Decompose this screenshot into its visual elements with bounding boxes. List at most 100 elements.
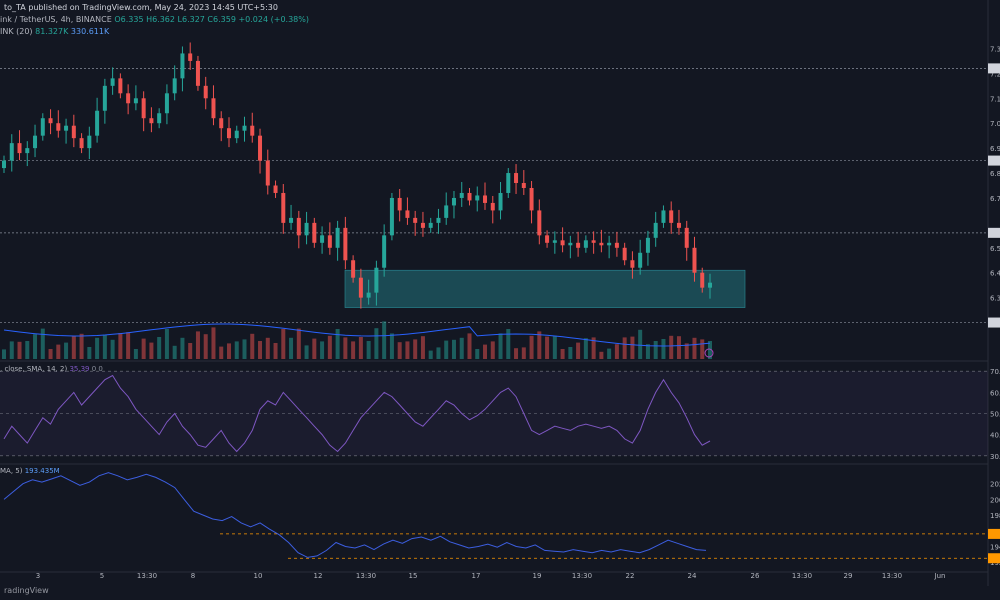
candle-body xyxy=(382,235,387,268)
candle-body xyxy=(95,110,100,136)
candle-body xyxy=(692,247,697,273)
price-tick-label: 7.1 xyxy=(990,95,1000,103)
volume-bar xyxy=(545,336,550,359)
obv-legend[interactable]: MA, 5) 193.435M xyxy=(0,467,60,475)
volume-bar xyxy=(413,339,418,359)
candle-body xyxy=(273,185,278,193)
volume-bar xyxy=(126,332,131,359)
rsi-tick-label: 70.0 xyxy=(990,368,1000,376)
obv-value: 193.435M xyxy=(24,467,60,475)
candle-body xyxy=(157,113,162,124)
candle-body xyxy=(607,242,612,246)
candle-body xyxy=(289,217,294,223)
candle-body xyxy=(669,210,674,223)
volume-bar xyxy=(188,343,193,359)
volume-legend[interactable]: INK (20) 81.327K 330.611K xyxy=(0,27,109,37)
volume-bar xyxy=(506,329,511,359)
volume-bar xyxy=(71,335,76,359)
volume-bar xyxy=(599,351,604,359)
volume-bar xyxy=(374,328,379,359)
volume-bar xyxy=(420,336,425,359)
volume-bar xyxy=(397,342,402,359)
candle-body xyxy=(483,195,488,203)
candle-body xyxy=(343,227,348,261)
obv-level-tag xyxy=(988,553,1000,564)
volume-bar xyxy=(2,349,6,359)
volume-bar xyxy=(289,337,294,359)
candle-body xyxy=(529,187,534,211)
volume-bar xyxy=(389,333,394,359)
volume-bar xyxy=(692,337,697,359)
rsi-label: , close, SMA, 14, 2) xyxy=(0,365,68,373)
volume-bar xyxy=(195,331,200,359)
obv-tick-label: 198 xyxy=(990,512,1000,520)
volume-bar xyxy=(25,341,30,359)
candle-body xyxy=(700,272,705,288)
time-tick-label: 13:30 xyxy=(882,572,902,580)
volume-bar xyxy=(490,341,495,359)
candle-body xyxy=(149,118,154,124)
volume-bar xyxy=(95,337,100,359)
candle-body xyxy=(451,197,456,206)
volume-bar xyxy=(451,339,456,359)
candle-body xyxy=(226,128,231,139)
volume-bar xyxy=(118,333,123,359)
volume-bar xyxy=(180,337,185,359)
candle-body xyxy=(684,227,689,248)
symbol-label: ink / TetherUS, 4h, BINANCE xyxy=(0,15,112,24)
volume-bar xyxy=(358,337,363,359)
volume-ma-value: 330.611K xyxy=(70,27,110,36)
volume-bar xyxy=(661,339,666,359)
volume-bar xyxy=(265,337,270,359)
candle-body xyxy=(397,197,402,211)
time-tick-label: 13:30 xyxy=(572,572,592,580)
candle-body xyxy=(258,135,263,161)
candle-body xyxy=(211,98,216,119)
volume-bar xyxy=(327,335,332,359)
candle-body xyxy=(614,242,619,248)
volume-bar xyxy=(475,349,480,359)
time-tick-label: 13:30 xyxy=(792,572,812,580)
volume-bar xyxy=(56,344,61,359)
volume-bar xyxy=(576,342,581,359)
volume-bar xyxy=(203,334,208,359)
volume-bar xyxy=(444,340,449,359)
volume-bar xyxy=(40,328,45,359)
symbol-line[interactable]: ink / TetherUS, 4h, BINANCE O6.335 H6.36… xyxy=(0,15,309,25)
volume-bar xyxy=(351,341,356,359)
candle-body xyxy=(304,222,309,236)
volume-bar xyxy=(343,337,348,359)
time-tick-label: 15 xyxy=(409,572,418,580)
volume-bar xyxy=(560,349,565,359)
candle-body xyxy=(281,192,286,223)
volume-bar xyxy=(312,338,317,359)
volume-bar xyxy=(102,334,107,359)
volume-bar xyxy=(552,335,557,359)
volume-ma-line xyxy=(3,323,711,347)
candle-body xyxy=(521,183,526,188)
obv-level-tag xyxy=(988,528,1000,539)
candle-body xyxy=(568,242,573,246)
candle-body xyxy=(708,282,712,288)
candle-body xyxy=(203,85,208,99)
candle-body xyxy=(366,292,371,298)
rsi-extra: 0 0 xyxy=(91,365,103,373)
rsi-legend[interactable]: , close, SMA, 14, 2) 35.39 0 0 xyxy=(0,365,103,373)
published-line: to_TA published on TradingView.com, May … xyxy=(4,3,278,12)
time-tick-label: Jun xyxy=(934,572,946,580)
rsi-tick-label: 40.0 xyxy=(990,432,1000,440)
candle-body xyxy=(2,160,6,169)
candle-body xyxy=(87,135,92,149)
volume-bar xyxy=(258,341,263,359)
candle-body xyxy=(498,192,503,211)
volume-bar xyxy=(133,349,138,359)
candle-body xyxy=(320,235,325,243)
time-tick-label: 19 xyxy=(533,572,542,580)
candle-body xyxy=(413,217,418,223)
candle-body xyxy=(265,160,270,186)
obv-tick-label: 202 xyxy=(990,481,1000,489)
footer-brand: radingView xyxy=(4,586,49,595)
volume-value: 81.327K xyxy=(35,27,69,36)
